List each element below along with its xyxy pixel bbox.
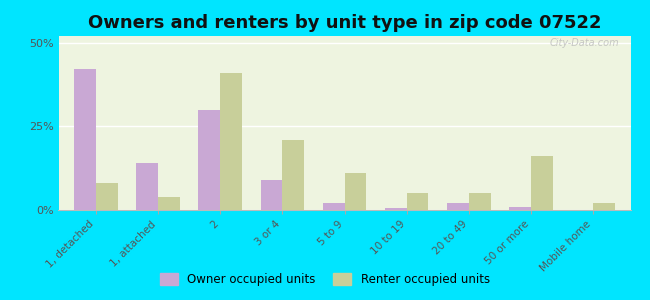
- Title: Owners and renters by unit type in zip code 07522: Owners and renters by unit type in zip c…: [88, 14, 601, 32]
- Bar: [220, 73, 242, 210]
- Bar: [407, 193, 428, 210]
- Bar: [136, 163, 158, 210]
- Bar: [323, 203, 345, 210]
- Bar: [447, 203, 469, 210]
- Bar: [385, 208, 407, 210]
- Bar: [469, 193, 491, 210]
- Bar: [198, 110, 220, 210]
- Bar: [96, 183, 118, 210]
- Bar: [261, 180, 282, 210]
- Bar: [344, 173, 366, 210]
- Bar: [282, 140, 304, 210]
- Bar: [531, 157, 552, 210]
- Bar: [509, 207, 531, 210]
- Text: City-Data.com: City-Data.com: [549, 38, 619, 48]
- Bar: [158, 196, 180, 210]
- Legend: Owner occupied units, Renter occupied units: Owner occupied units, Renter occupied un…: [155, 268, 495, 291]
- Bar: [593, 203, 615, 210]
- Bar: [74, 70, 96, 210]
